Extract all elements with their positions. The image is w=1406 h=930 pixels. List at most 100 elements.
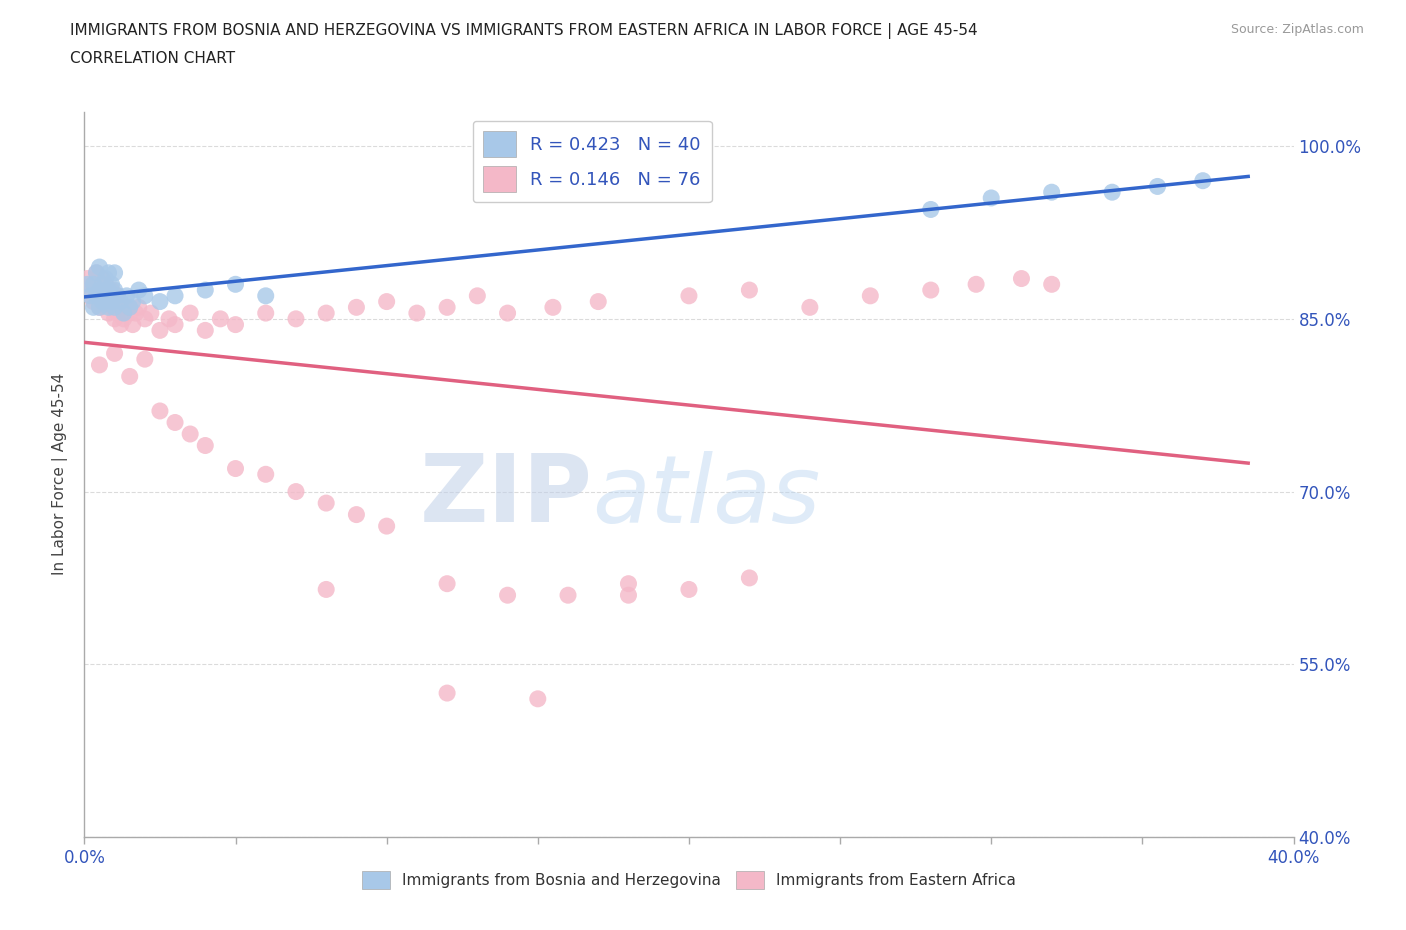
Point <box>165 288 187 303</box>
Point <box>110 294 132 309</box>
Point <box>254 288 277 303</box>
Point <box>94 294 117 309</box>
Point <box>859 288 882 303</box>
Point <box>82 299 104 314</box>
Point <box>496 306 519 321</box>
Point <box>165 317 187 332</box>
Point <box>678 288 700 303</box>
Point <box>254 306 277 321</box>
Point <box>315 306 337 321</box>
Point <box>1011 272 1033 286</box>
Point <box>128 283 150 298</box>
Point <box>527 691 550 706</box>
Text: IMMIGRANTS FROM BOSNIA AND HERZEGOVINA VS IMMIGRANTS FROM EASTERN AFRICA IN LABO: IMMIGRANTS FROM BOSNIA AND HERZEGOVINA V… <box>70 23 979 39</box>
Point <box>110 317 132 332</box>
Point <box>1040 277 1063 292</box>
Point <box>157 312 180 326</box>
Point <box>1101 185 1123 200</box>
Point <box>149 404 172 418</box>
Point <box>285 485 308 499</box>
Text: atlas: atlas <box>592 450 821 541</box>
Point <box>179 427 201 442</box>
Point <box>194 438 217 453</box>
Point <box>89 299 111 314</box>
Point <box>82 277 104 292</box>
Point <box>94 272 117 286</box>
Point <box>254 467 277 482</box>
Point <box>104 265 127 280</box>
Point <box>97 288 120 303</box>
Point <box>134 288 156 303</box>
Point <box>104 299 127 314</box>
Point <box>86 265 108 280</box>
Point <box>375 294 398 309</box>
Point <box>118 369 141 384</box>
Point <box>82 294 104 309</box>
Point <box>541 299 564 314</box>
Point <box>225 277 247 292</box>
Point <box>617 588 640 603</box>
Point <box>91 277 114 292</box>
Point <box>467 288 489 303</box>
Point <box>557 588 579 603</box>
Point <box>107 288 129 303</box>
Point <box>285 312 308 326</box>
Point <box>799 299 821 314</box>
Text: CORRELATION CHART: CORRELATION CHART <box>70 51 235 66</box>
Point <box>86 288 108 303</box>
Point <box>149 294 172 309</box>
Point <box>436 299 458 314</box>
Point <box>125 306 148 321</box>
Point <box>115 299 138 314</box>
Point <box>115 288 138 303</box>
Point <box>118 299 141 314</box>
Point <box>121 317 143 332</box>
Point <box>100 277 122 292</box>
Point <box>139 306 162 321</box>
Point <box>76 272 98 286</box>
Point <box>86 288 108 303</box>
Point <box>79 283 101 298</box>
Point <box>920 202 942 217</box>
Point <box>91 272 114 286</box>
Point <box>920 283 942 298</box>
Legend: Immigrants from Bosnia and Herzegovina, Immigrants from Eastern Africa: Immigrants from Bosnia and Herzegovina, … <box>356 865 1022 895</box>
Point <box>79 288 101 303</box>
Point <box>346 299 368 314</box>
Point <box>107 306 129 321</box>
Point <box>89 259 111 274</box>
Point <box>94 277 117 292</box>
Point <box>225 461 247 476</box>
Point <box>97 265 120 280</box>
Point <box>134 312 156 326</box>
Point <box>134 352 156 366</box>
Point <box>436 685 458 700</box>
Point <box>179 306 201 321</box>
Point <box>346 507 368 522</box>
Point <box>110 299 132 314</box>
Point <box>100 299 122 314</box>
Point <box>375 519 398 534</box>
Point <box>1040 185 1063 200</box>
Point <box>980 191 1002 206</box>
Point <box>406 306 429 321</box>
Point <box>89 357 111 372</box>
Point <box>112 312 135 326</box>
Point <box>165 415 187 430</box>
Point <box>738 283 761 298</box>
Point <box>617 577 640 591</box>
Point <box>104 283 127 298</box>
Text: Source: ZipAtlas.com: Source: ZipAtlas.com <box>1230 23 1364 36</box>
Point <box>97 306 120 321</box>
Point <box>209 312 232 326</box>
Point <box>225 317 247 332</box>
Point <box>315 582 337 597</box>
Point <box>149 323 172 338</box>
Point <box>76 277 98 292</box>
Point <box>194 283 217 298</box>
Point <box>738 570 761 585</box>
Point <box>1146 179 1168 193</box>
Point <box>86 265 108 280</box>
Point <box>107 288 129 303</box>
Point <box>588 294 610 309</box>
